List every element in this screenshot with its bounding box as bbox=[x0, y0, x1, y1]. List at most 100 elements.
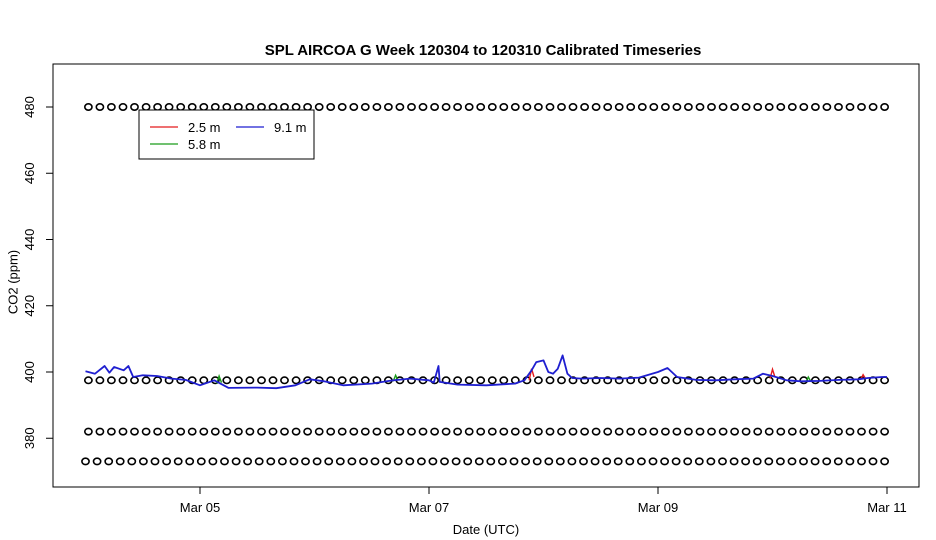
marker-point bbox=[115, 457, 125, 466]
marker-point bbox=[428, 457, 438, 466]
x-axis-label: Date (UTC) bbox=[452, 522, 520, 537]
marker-point bbox=[164, 427, 174, 436]
marker-point bbox=[718, 427, 728, 436]
series-lines bbox=[85, 354, 887, 390]
marker-point bbox=[84, 427, 93, 436]
marker-point bbox=[637, 427, 647, 436]
legend-label: 2.5 m bbox=[188, 120, 221, 135]
marker-point bbox=[233, 103, 243, 112]
marker-point bbox=[176, 103, 186, 112]
marker-point bbox=[383, 103, 393, 112]
marker-point bbox=[349, 103, 359, 112]
marker-point bbox=[395, 427, 405, 436]
x-tick-label: Mar 09 bbox=[638, 500, 678, 515]
marker-point bbox=[822, 427, 832, 436]
marker-point bbox=[245, 103, 255, 112]
marker-point bbox=[222, 103, 232, 112]
marker-point bbox=[95, 376, 105, 385]
marker-point bbox=[372, 103, 382, 112]
marker-point bbox=[280, 427, 289, 436]
marker-point bbox=[695, 103, 705, 112]
legend-box bbox=[138, 109, 315, 160]
marker-point bbox=[857, 427, 866, 436]
marker-point bbox=[534, 376, 543, 385]
marker-point bbox=[92, 457, 102, 466]
marker-point bbox=[510, 103, 520, 112]
marker-point bbox=[857, 103, 866, 112]
marker-point bbox=[208, 457, 218, 466]
marker-point bbox=[301, 457, 310, 466]
marker-point bbox=[625, 457, 635, 466]
marker-point bbox=[637, 457, 646, 466]
marker-point bbox=[141, 376, 151, 385]
marker-point bbox=[324, 457, 334, 466]
marker-point bbox=[497, 457, 507, 466]
marker-point bbox=[440, 457, 449, 466]
marker-point bbox=[649, 427, 659, 436]
marker-point bbox=[153, 427, 162, 436]
marker-point bbox=[280, 376, 289, 385]
marker-point bbox=[568, 427, 578, 436]
marker-point bbox=[811, 427, 820, 436]
marker-point bbox=[509, 457, 519, 466]
marker-point bbox=[268, 103, 278, 112]
marker-point bbox=[857, 457, 866, 466]
marker-point bbox=[231, 457, 241, 466]
marker-point bbox=[268, 427, 278, 436]
marker-point bbox=[220, 457, 229, 466]
marker-point bbox=[164, 103, 174, 112]
chart-title: SPL AIRCOA G Week 120304 to 120310 Calib… bbox=[264, 42, 702, 59]
marker-point bbox=[280, 103, 289, 112]
marker-point bbox=[672, 427, 682, 436]
marker-point bbox=[822, 457, 832, 466]
marker-point bbox=[580, 376, 589, 385]
marker-point bbox=[499, 103, 509, 112]
marker-point bbox=[545, 427, 555, 436]
marker-point bbox=[326, 103, 336, 112]
marker-point bbox=[130, 376, 139, 385]
marker-point bbox=[579, 457, 588, 466]
marker-point bbox=[580, 103, 589, 112]
marker-point bbox=[141, 427, 151, 436]
marker-point bbox=[545, 103, 555, 112]
y-tick-label: 480 bbox=[22, 96, 37, 118]
marker-point bbox=[349, 427, 359, 436]
marker-point bbox=[407, 103, 416, 112]
marker-point bbox=[383, 427, 393, 436]
marker-point bbox=[416, 457, 426, 466]
marker-point bbox=[486, 457, 496, 466]
marker-point bbox=[752, 457, 762, 466]
y-axis: 380 400 420 440 460 480 bbox=[22, 96, 53, 449]
marker-point bbox=[210, 103, 220, 112]
marker-point bbox=[187, 103, 197, 112]
marker-point bbox=[153, 376, 162, 385]
series-line-9-1m bbox=[85, 354, 887, 390]
marker-point bbox=[326, 427, 336, 436]
marker-point bbox=[787, 103, 797, 112]
marker-point bbox=[707, 427, 716, 436]
marker-point bbox=[880, 457, 889, 466]
marker-point bbox=[614, 103, 624, 112]
marker-point bbox=[372, 427, 382, 436]
marker-point bbox=[314, 103, 324, 112]
marker-point bbox=[464, 103, 474, 112]
marker-point bbox=[257, 103, 266, 112]
marker-point bbox=[648, 457, 658, 466]
marker-point bbox=[557, 103, 566, 112]
marker-point bbox=[314, 427, 324, 436]
marker-point bbox=[649, 103, 659, 112]
x-tick-label: Mar 07 bbox=[409, 500, 449, 515]
marker-point bbox=[150, 457, 160, 466]
marker-point bbox=[127, 457, 137, 466]
marker-point bbox=[81, 457, 90, 466]
series-line-2-5m bbox=[860, 373, 867, 380]
marker-point bbox=[487, 376, 497, 385]
marker-point bbox=[845, 427, 855, 436]
marker-point bbox=[464, 427, 474, 436]
marker-point bbox=[880, 427, 889, 436]
marker-point bbox=[787, 457, 797, 466]
marker-point bbox=[441, 103, 451, 112]
marker-point bbox=[868, 427, 878, 436]
marker-point bbox=[407, 376, 416, 385]
marker-point bbox=[567, 457, 577, 466]
